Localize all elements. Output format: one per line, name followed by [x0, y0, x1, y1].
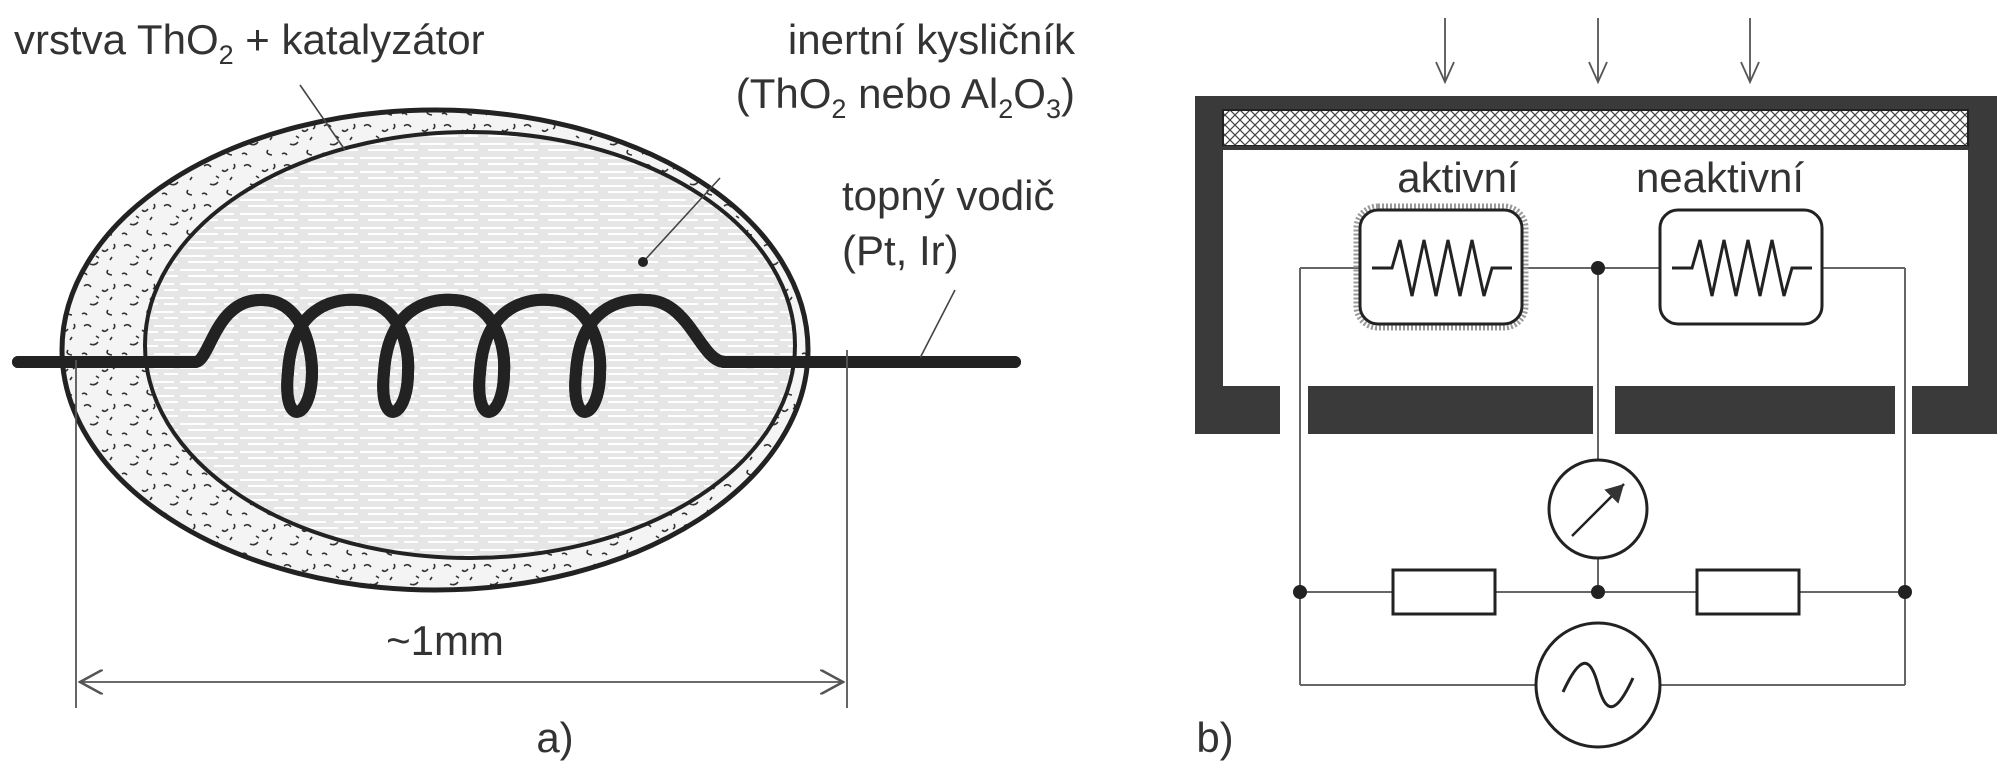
panel-b: aktivní neaktivní [1195, 18, 1997, 761]
active-element [1353, 203, 1529, 331]
leader-lines [299, 84, 956, 367]
resistor-zigzag-icon [1372, 239, 1512, 297]
bridge-resistor-left [1391, 568, 1497, 616]
label-inactive: neaktivní [1636, 154, 1804, 201]
oxide-core [143, 130, 797, 560]
housing [1195, 96, 1997, 434]
leader-catalyst [299, 84, 346, 151]
heating-wire [12, 300, 1021, 412]
dimension [75, 350, 848, 708]
leader-wire [917, 289, 956, 363]
leader-oxide [642, 177, 721, 263]
junction-dots [1293, 261, 1912, 599]
label-active: aktivní [1397, 154, 1519, 201]
dimension-label: ~1mm [386, 617, 504, 664]
caption-b: b) [1196, 714, 1233, 761]
panel-a: vrstva ThO2 + katalyzátor inertní kyslič… [12, 16, 1076, 761]
label-wire-line2: (Pt, Ir) [842, 227, 959, 274]
label-catalyst: vrstva ThO2 + katalyzátor [14, 16, 485, 70]
label-wire-line1: topný vodič [842, 172, 1054, 219]
gas-arrows [1435, 18, 1760, 85]
caption-a: a) [536, 714, 573, 761]
galvanometer-icon [1547, 458, 1649, 560]
inactive-element [1658, 208, 1824, 326]
label-oxide-line1: inertní kysličník [788, 16, 1076, 63]
resistor-zigzag-icon [1672, 239, 1812, 297]
bridge-resistor-right [1695, 568, 1801, 616]
ac-source-icon [1534, 621, 1662, 749]
label-oxide-line2: (ThO2 nebo Al2O3) [736, 70, 1075, 124]
porous-filter [1222, 109, 1969, 147]
